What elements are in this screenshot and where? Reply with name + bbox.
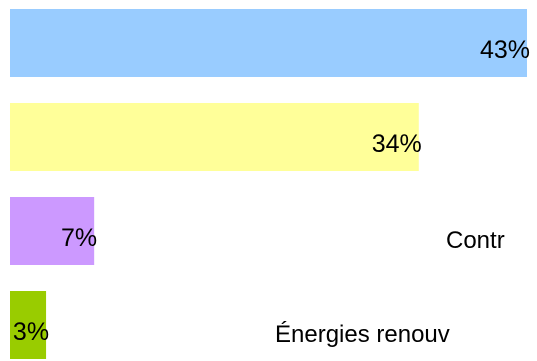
bar-3 [10,197,95,265]
data-label-1: 43% [480,36,530,64]
bar-2 [10,103,419,171]
data-label-3: 7% [61,224,97,252]
bar-1 [10,9,527,77]
category-label-4: Énergies renouv [275,321,450,348]
bar-4 [10,291,47,359]
bars-group: 43% 34% 7% Contr 3% Énergies renouv [10,9,530,359]
data-label-4: 3% [13,318,49,346]
data-label-2: 34% [372,130,422,158]
category-label-3: Contr [446,227,505,254]
